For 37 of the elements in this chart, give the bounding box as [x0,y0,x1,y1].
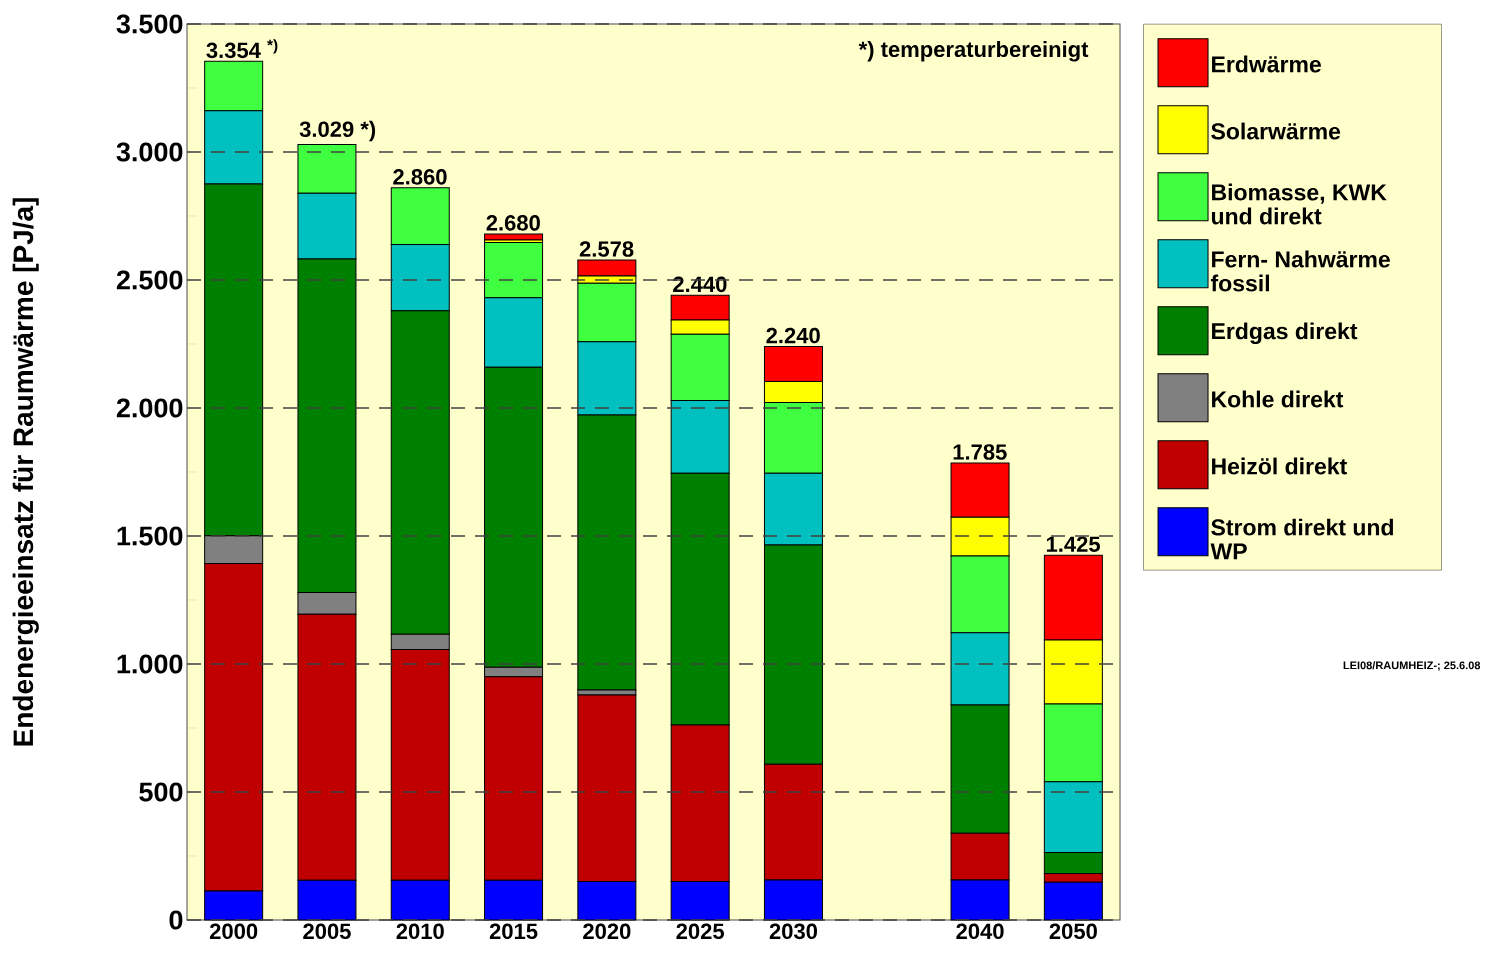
total-label: 1.785 [953,444,1007,460]
total-label: 2.578 [579,241,634,257]
legend-label: Fern- Nahwärme fossil [1210,250,1390,292]
x-tick-label: 2015 [489,923,538,940]
x-tick-label: 2010 [396,923,444,940]
total-label: 3.029 *) [299,120,376,142]
total-label: 1.425 [1046,536,1100,552]
y-tick-label: 1.500 [117,526,183,546]
x-tick-label: 2050 [1049,923,1097,940]
y-tick-label: 0 [169,910,183,930]
x-tick-label: 2030 [769,923,818,940]
y-axis-title: Endenergieeinsatz für Raumwärme [PJ/a] [12,198,39,746]
text: LEI08/RAUMHEIZ-; 25.6.08 [1343,661,1481,671]
legend-label: Erdgas direkt [1212,322,1358,344]
legend-label: Biomasse, KWK und direkt [1211,183,1387,225]
x-tick-label: 2025 [676,923,724,940]
total-label: 2.240 [766,327,820,344]
x-tick-label: 2000 [209,923,258,940]
total-label: 2.440 [673,276,727,293]
y-tick-label: 2.500 [116,270,183,290]
x-tick-label: 2020 [583,923,631,940]
legend-label: Erdwärme [1212,55,1321,73]
y-tick-label: 3.500 [116,14,183,34]
legend-label: Strom direkt und WP [1210,518,1393,560]
total-label: 3.354 $^{*)}$ [206,39,278,59]
annotation: *) temperaturbereinigt [858,40,1089,62]
legend-label: Solarwärme [1211,122,1341,140]
y-tick-label: 2.000 [116,398,183,418]
legend-label: Heizöl direkt [1212,457,1347,475]
total-label: 2.860 [393,169,447,185]
x-tick-label: 2005 [303,923,351,940]
y-tick-label: 1.000 [117,654,183,674]
legend-label: Kohle direkt [1212,390,1344,408]
total-label: 2.680 [486,215,540,231]
y-tick-label: 500 [139,782,183,802]
x-tick-label: 2040 [956,923,1004,940]
y-tick-label: 3.000 [116,142,183,162]
